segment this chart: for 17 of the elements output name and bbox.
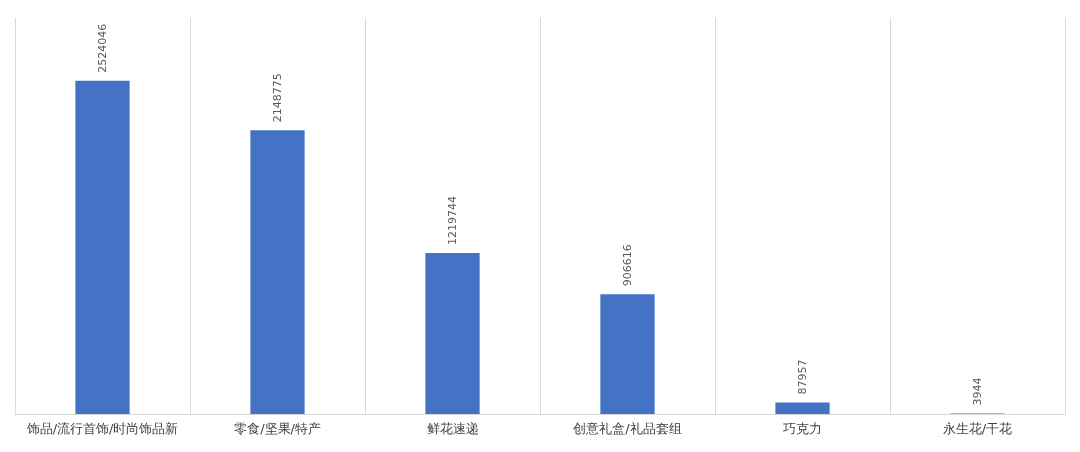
x-tick-label: 饰品/流行首饰/时尚饰品新 [25, 421, 179, 436]
data-label: 3944 [971, 377, 984, 406]
bar [250, 130, 305, 414]
x-tick-label: 巧克力 [783, 421, 822, 436]
data-label: 87957 [796, 359, 809, 395]
data-label: 2148775 [271, 73, 284, 123]
x-tick-label: 永生花/干花 [942, 421, 1013, 436]
bar [425, 252, 480, 414]
bar [600, 294, 655, 414]
data-label: 906616 [621, 244, 634, 287]
bar [75, 80, 130, 414]
data-label: 2524046 [96, 23, 109, 73]
data-label: 1219744 [446, 195, 459, 245]
x-tick-label: 零食/坚果/特产 [234, 421, 321, 436]
x-tick-label: 创意礼盒/礼品套组 [573, 421, 682, 436]
bar [775, 402, 830, 414]
x-tick-label: 鲜花速递 [426, 421, 479, 436]
